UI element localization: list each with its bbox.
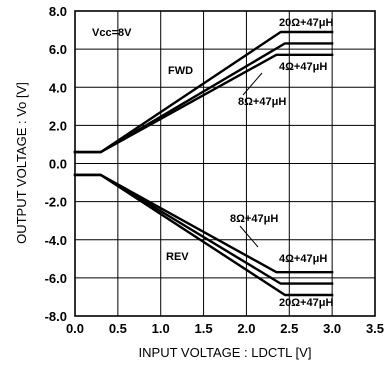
fwd-mid-leader: [242, 72, 263, 96]
fwd-mid-label: 8Ω+47μH: [238, 96, 286, 108]
rev-top-label: 4Ω+47μH: [279, 253, 327, 265]
fwd-bottom-label: 4Ω+47μH: [279, 61, 327, 73]
y-tick-label: -6.0: [45, 271, 67, 286]
y-tick-label: 6.0: [49, 42, 67, 57]
y-tick-label: -2.0: [45, 195, 67, 210]
series-lines: [73, 30, 334, 297]
x-tick-label: 2.0: [237, 321, 255, 336]
x-tick-label: 2.5: [280, 321, 298, 336]
x-tick-label: 0.0: [66, 321, 84, 336]
y-tick-label: 0.0: [49, 157, 67, 172]
y-tick-label: 2.0: [49, 118, 67, 133]
x-tick-label: 1.0: [152, 321, 170, 336]
x-tick-label: 3.5: [366, 321, 384, 336]
rev-curve-5: [73, 173, 334, 297]
x-tick-label: 3.0: [323, 321, 341, 336]
y-tick-label: 8.0: [49, 4, 67, 19]
tick-labels: 0.0 0.5 1.0 1.5 2.0 2.5 3.0 3.58.06.04.02.00.0-…: [45, 4, 384, 336]
rev-bottom-label: 20Ω+47μH: [279, 297, 333, 309]
x-tick-label: 1.5: [195, 321, 213, 336]
fwd-top-label: 20Ω+47μH: [279, 17, 333, 29]
y-tick-label: -4.0: [45, 233, 67, 248]
x-tick-label: 0.5: [109, 321, 127, 336]
y-tick-label: 4.0: [49, 80, 67, 95]
rev-label: REV: [166, 251, 189, 263]
y-axis-label: OUTPUT VOLTAGE : Vo [V]: [14, 82, 29, 244]
fwd-label: FWD: [168, 65, 193, 77]
condition-label: Vcc=8V: [92, 27, 132, 39]
x-axis-label: INPUT VOLTAGE : LDCTL [V]: [139, 345, 312, 360]
rev-mid-label: 8Ω+47μH: [230, 213, 278, 225]
rev-mid-leader: [239, 225, 259, 248]
grid: [74, 10, 376, 317]
plot-frame: [74, 10, 376, 317]
fwd-curve-2: [73, 53, 334, 154]
y-tick-label: -8.0: [45, 309, 67, 324]
